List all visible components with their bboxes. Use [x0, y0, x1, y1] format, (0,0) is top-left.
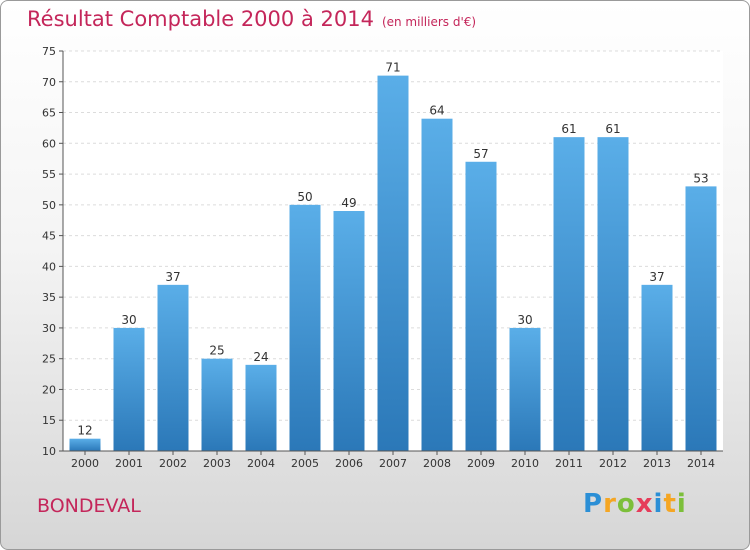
proxiti-logo: Proxiti: [583, 489, 687, 519]
value-label-2001: 30: [121, 313, 136, 327]
logo-letter: i: [653, 489, 664, 519]
value-label-2014: 53: [693, 171, 708, 185]
y-tick-label: 25: [42, 353, 56, 366]
bar-2012: [597, 137, 629, 451]
value-label-2013: 37: [649, 270, 664, 284]
value-label-2007: 71: [385, 61, 400, 75]
logo-letter: i: [676, 489, 687, 519]
value-label-2010: 30: [517, 313, 532, 327]
bars: 12 30 37 25 24 50 49 71 64 57 30 61 61 37 53: [69, 61, 717, 451]
bar-2001: [113, 327, 145, 451]
y-tick-label: 55: [42, 168, 56, 181]
value-label-2012: 61: [605, 122, 620, 136]
bar-2009: [465, 161, 497, 451]
logo-letter: o: [616, 489, 636, 519]
x-tick-label: 2004: [247, 457, 275, 470]
x-tick-label: 2010: [511, 457, 539, 470]
x-tick-label: 2009: [467, 457, 495, 470]
logo-letter: t: [663, 489, 677, 519]
value-label-2002: 37: [165, 270, 180, 284]
x-tick-label: 2011: [555, 457, 583, 470]
x-tick-label: 2000: [71, 457, 99, 470]
bar-2000: [69, 438, 101, 451]
logo-letter: P: [583, 489, 604, 519]
value-label-2009: 57: [473, 147, 488, 161]
bar-2002: [157, 284, 189, 451]
x-tick-label: 2006: [335, 457, 363, 470]
x-tick-label: 2002: [159, 457, 187, 470]
value-label-2004: 24: [253, 350, 268, 364]
x-tick-label: 2008: [423, 457, 451, 470]
x-axis: 2000 2001 2002 2003 2004 2005 2006 2007 2008 2009…: [63, 450, 723, 470]
value-label-2011: 61: [561, 122, 576, 136]
y-tick-label: 75: [42, 45, 56, 58]
y-tick-label: 10: [42, 445, 56, 458]
y-tick-label: 65: [42, 107, 56, 120]
value-label-2008: 64: [429, 104, 444, 118]
value-label-2003: 25: [209, 344, 224, 358]
bar-2014: [685, 186, 717, 451]
y-tick-label: 35: [42, 291, 56, 304]
value-label-2000: 12: [77, 424, 92, 438]
logo-letter: x: [635, 489, 654, 519]
bar-2011: [553, 137, 585, 451]
x-tick-label: 2007: [379, 457, 407, 470]
bar-2005: [289, 204, 321, 451]
x-tick-label: 2014: [687, 457, 715, 470]
bar-2004: [245, 364, 277, 451]
x-tick-label: 2012: [599, 457, 627, 470]
y-axis: 10 15 20 25 30 35 40 45 50 55 60 65 70 75: [42, 45, 64, 458]
y-tick-label: 60: [42, 137, 56, 150]
x-tick-label: 2013: [643, 457, 671, 470]
value-label-2005: 50: [297, 190, 312, 204]
bar-2007: [377, 75, 409, 451]
value-label-2006: 49: [341, 196, 356, 210]
commune-name: BONDEVAL: [37, 495, 141, 517]
y-tick-label: 30: [42, 322, 56, 335]
bar-2003: [201, 358, 233, 451]
chart-title-text: Résultat Comptable 2000 à 2014: [27, 7, 374, 31]
bar-2008: [421, 118, 453, 451]
bar-2010: [509, 327, 541, 451]
x-tick-label: 2001: [115, 457, 143, 470]
y-tick-label: 50: [42, 199, 56, 212]
bar-2006: [333, 211, 365, 451]
logo-letter: r: [603, 489, 617, 519]
y-tick-label: 45: [42, 230, 56, 243]
x-tick-label: 2003: [203, 457, 231, 470]
y-tick-label: 20: [42, 383, 56, 396]
y-tick-label: 70: [42, 76, 56, 89]
bar-2013: [641, 284, 673, 451]
chart-title: Résultat Comptable 2000 à 2014 (en millie…: [27, 7, 476, 31]
x-tick-label: 2005: [291, 457, 319, 470]
y-tick-label: 15: [42, 414, 56, 427]
y-tick-label: 40: [42, 260, 56, 273]
chart-subtitle: (en milliers d'€): [381, 15, 477, 29]
